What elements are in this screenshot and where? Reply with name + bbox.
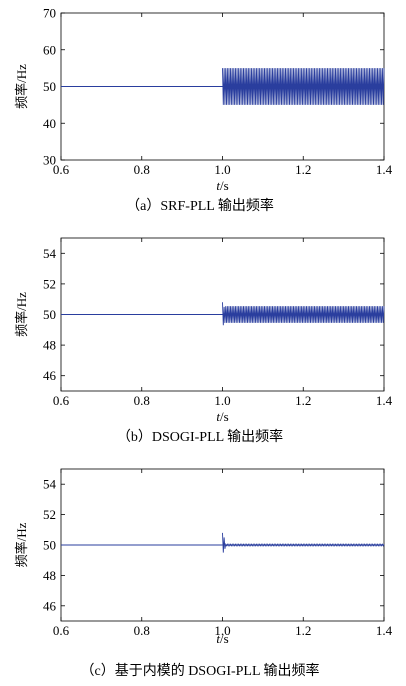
y-tick-label: 50: [43, 307, 56, 322]
y-tick-label: 46: [43, 368, 57, 383]
x-tick-label: 1.2: [295, 623, 311, 638]
x-axis-label: t/s: [216, 631, 228, 646]
x-tick-label: 1.4: [376, 623, 393, 638]
series-oscillation: [222, 68, 385, 105]
chart-2: 0.6 0.8 1.0 1.2 1.4 46 48 50 52 54 t/s 频率/Hz （b）DSOG…: [14, 237, 393, 445]
x-tick-label: 1.4: [376, 393, 393, 408]
y-tick-label: 52: [43, 507, 56, 522]
x-axis-label-var: t: [216, 409, 220, 424]
y-axis-label: 频率/Hz: [14, 64, 29, 109]
x-axis-label-unit: /s: [220, 178, 229, 193]
y-tick-label: 30: [43, 153, 56, 168]
y-tick-label: 50: [43, 79, 56, 94]
y-tick-label: 60: [43, 42, 56, 57]
x-tick-label: 1.2: [295, 393, 311, 408]
x-axis-label-var: t: [216, 631, 220, 646]
y-tick-label: 46: [43, 598, 57, 613]
figure-caption: （b）DSOGI-PLL 输出频率: [117, 428, 283, 445]
x-tick-label: 0.6: [53, 162, 70, 177]
chart-1: 0.6 0.8 1.0 1.2 1.4 30 40 50 60 70 t/s 频率/Hz （a）SRF-…: [14, 6, 393, 215]
x-tick-label: 1.0: [214, 623, 230, 638]
chart-3: 0.6 0.8 1.0 1.2 1.4 46 48 50 52 54 t/s 频率/Hz （c）基于内模…: [14, 468, 393, 679]
x-tick-label: 1.2: [295, 162, 311, 177]
y-tick-label: 54: [43, 477, 57, 492]
y-tick-label: 40: [43, 116, 56, 131]
series-oscillation: [222, 532, 385, 553]
y-tick-label: 70: [43, 6, 56, 21]
x-axis-label-unit: /s: [220, 409, 229, 424]
x-tick-label: 0.6: [53, 393, 70, 408]
x-axis-label: t/s: [216, 178, 228, 193]
x-tick-label: 1.0: [214, 393, 230, 408]
x-axis-label-var: t: [216, 178, 220, 193]
y-axis-label: 频率/Hz: [14, 292, 29, 337]
y-axis-label: 频率/Hz: [14, 522, 29, 567]
x-tick-label: 0.8: [134, 162, 150, 177]
y-tick-label: 52: [43, 276, 56, 291]
x-axis-label-unit: /s: [220, 631, 229, 646]
y-tick-label: 48: [43, 568, 56, 583]
x-tick-label: 1.0: [214, 162, 230, 177]
x-tick-label: 0.8: [134, 393, 150, 408]
x-tick-label: 0.8: [134, 623, 150, 638]
y-tick-label: 48: [43, 338, 56, 353]
x-tick-label: 0.6: [53, 623, 70, 638]
x-tick-label: 1.4: [376, 162, 393, 177]
series-oscillation: [222, 302, 385, 326]
y-tick-label: 50: [43, 538, 56, 553]
figure-caption: （a）SRF-PLL 输出频率: [126, 197, 274, 214]
figure-caption: （c）基于内模的 DSOGI-PLL 输出频率: [80, 662, 319, 679]
y-tick-label: 54: [43, 246, 57, 261]
x-axis-label: t/s: [216, 409, 228, 424]
